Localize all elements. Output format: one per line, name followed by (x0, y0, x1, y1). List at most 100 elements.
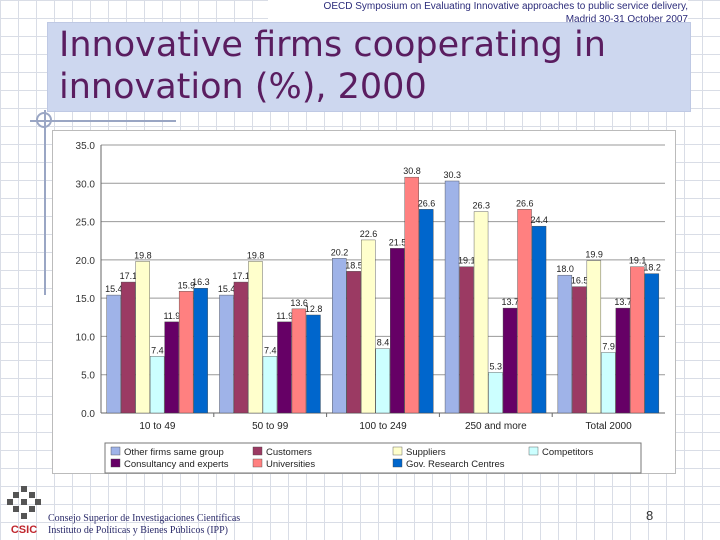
legend-swatch (252, 458, 263, 468)
bar (517, 209, 532, 414)
data-label: 15.4 (218, 284, 236, 294)
y-tick-label: 5.0 (81, 371, 95, 382)
data-label: 21.5 (389, 237, 407, 247)
bar (219, 294, 234, 414)
decorative-vertical-line (44, 110, 46, 295)
x-category-label: 10 to 49 (139, 421, 176, 432)
symposium-header-line1: OECD Symposium on Evaluating Innovative … (323, 1, 688, 12)
data-label: 26.3 (473, 201, 491, 211)
legend-swatch (110, 458, 121, 468)
slide-title-line2: innovation (%), 2000 (59, 67, 427, 107)
bar-chart: 0.0 5.0 10.0 15.0 20.0 25.0 30.0 35.0 15.4 17.1 19… (76, 141, 665, 474)
decorative-circle (36, 112, 52, 128)
bar (630, 266, 645, 414)
bar (375, 348, 390, 414)
x-category-label: 100 to 249 (359, 421, 407, 432)
y-tick-label: 25.0 (76, 218, 96, 229)
data-label: 13.7 (502, 297, 520, 307)
data-label: 26.6 (418, 198, 436, 208)
legend-swatch (528, 446, 539, 456)
data-label: 26.6 (516, 198, 534, 208)
data-label: 18.2 (643, 263, 661, 273)
symposium-header: OECD Symposium on Evaluating Innovative … (268, 0, 688, 26)
bar (193, 287, 208, 414)
bar (361, 239, 376, 414)
legend-label: Customers (266, 447, 312, 458)
y-tick-label: 30.0 (76, 179, 96, 190)
y-tick-label: 20.0 (76, 256, 96, 267)
bar (572, 286, 587, 414)
data-label: 5.3 (490, 361, 503, 371)
footer-line2: Instituto de Políticas y Bienes Públicos… (48, 525, 228, 536)
legend-label: Universities (266, 459, 315, 470)
data-label: 11.9 (163, 311, 180, 321)
csic-logo-text: CSIC (10, 524, 38, 536)
page-number: 8 (646, 508, 654, 523)
legend-label: Other firms same group (124, 447, 224, 458)
bar (459, 266, 474, 414)
legend-swatch (252, 446, 263, 456)
data-label: 16.3 (192, 277, 210, 287)
bar (444, 180, 460, 414)
bar (164, 321, 179, 414)
bar (306, 314, 321, 414)
data-label: 15.9 (178, 280, 196, 290)
y-tick-label: 35.0 (76, 141, 96, 152)
bar (332, 258, 347, 414)
data-label: 13.6 (290, 298, 308, 308)
bar (262, 356, 278, 414)
footer-organization: Consejo Superior de Investigaciones Cien… (48, 513, 240, 537)
bar (644, 273, 660, 414)
legend-label: Gov. Research Centres (406, 459, 505, 470)
bar (120, 281, 136, 414)
bar (149, 356, 165, 414)
data-label: 7.9 (602, 342, 615, 352)
bar (502, 307, 518, 414)
bar (106, 294, 121, 414)
data-label: 15.4 (105, 284, 123, 294)
legend-label: Competitors (542, 447, 593, 458)
bar (135, 261, 150, 414)
data-label: 12.8 (305, 304, 323, 314)
bar (178, 291, 194, 414)
x-category-label: 250 and more (465, 421, 527, 432)
bar (473, 211, 489, 414)
bar (233, 281, 249, 414)
bar (346, 271, 361, 414)
bar (248, 261, 263, 414)
data-label: 20.2 (331, 247, 349, 257)
data-label: 16.5 (571, 276, 589, 286)
bar (601, 352, 616, 414)
data-label: 7.4 (151, 345, 164, 355)
symposium-header-line2: Madrid 30-31 October 2007 (565, 14, 688, 25)
data-label: 13.7 (614, 297, 632, 307)
footer-line1: Consejo Superior de Investigaciones Cien… (48, 513, 241, 524)
data-label: 19.8 (134, 250, 152, 260)
slide-title-line1: Innovative firms cooperating in (59, 25, 606, 65)
bar (615, 307, 631, 414)
bar (557, 274, 573, 414)
bar (488, 372, 503, 414)
bar (586, 260, 602, 414)
legend-box (104, 442, 642, 474)
slide-title: Innovative firms cooperating in innovati… (59, 24, 679, 108)
data-label: 8.4 (377, 338, 390, 348)
data-label: 7.4 (264, 345, 277, 355)
data-label: 11.9 (276, 311, 293, 321)
decorative-horizontal-line (30, 120, 176, 122)
data-label: 19.9 (585, 250, 603, 260)
data-label: 19.8 (247, 250, 265, 260)
data-label: 17.1 (232, 271, 250, 281)
y-tick-label: 0.0 (81, 409, 95, 420)
bar (291, 308, 307, 414)
csic-emblem-icon (7, 486, 41, 519)
y-tick-label: 15.0 (76, 294, 96, 305)
csic-logo: CSIC (2, 484, 46, 540)
data-label: 19.1 (629, 256, 647, 266)
legend-label: Consultancy and experts (124, 459, 229, 470)
legend-swatch (110, 446, 121, 456)
legend-swatch (392, 446, 403, 456)
legend-swatch (392, 458, 403, 468)
data-label: 18.5 (345, 260, 363, 270)
data-label: 18.0 (556, 264, 574, 274)
